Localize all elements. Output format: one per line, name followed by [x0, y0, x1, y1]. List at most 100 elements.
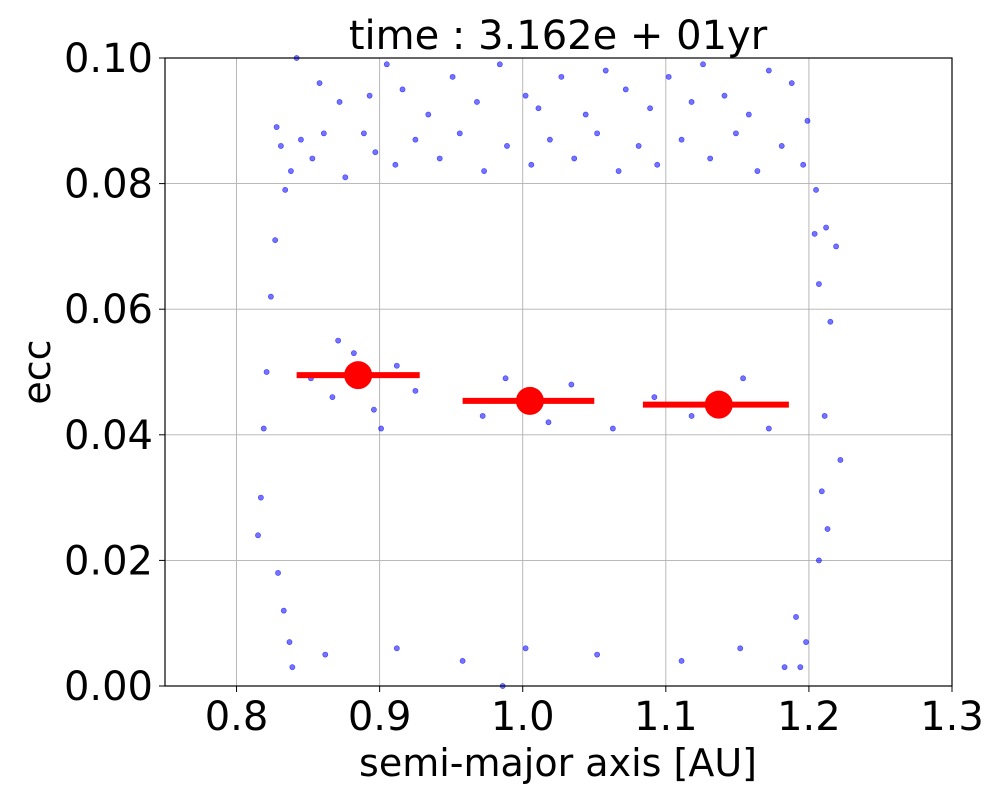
scatter-point	[335, 337, 342, 344]
scatter-point	[366, 92, 373, 99]
scatter-point	[545, 419, 552, 426]
scatter-point	[765, 425, 772, 432]
scatter-point	[504, 143, 510, 149]
scatter-point	[765, 67, 772, 74]
mean-markers	[296, 361, 789, 419]
scatter-point	[740, 375, 746, 382]
scatter-point	[824, 526, 831, 532]
scatter-point	[479, 413, 486, 419]
plot-frame	[164, 57, 953, 687]
scatter-point	[793, 614, 799, 620]
axis-ticks	[159, 57, 953, 692]
scatter-point	[257, 494, 264, 501]
scatter-point	[298, 136, 304, 143]
scatter-point	[823, 224, 829, 231]
scatter-point	[412, 387, 419, 394]
scatter-point	[459, 657, 466, 664]
scatter-point	[803, 639, 809, 645]
scatter-points	[255, 55, 844, 689]
scatter-point	[816, 281, 822, 287]
scatter-point	[372, 149, 379, 156]
scatter-point	[582, 111, 589, 118]
scatter-point	[813, 186, 819, 193]
scatter-point	[393, 645, 400, 652]
scatter-point	[371, 406, 377, 413]
y-tick-label: 0.04	[64, 413, 153, 459]
y-tick-labels: 0.00 0.02 0.04 0.06 0.08 0.10	[64, 36, 153, 710]
scatter-point	[827, 318, 834, 325]
scatter-point	[316, 80, 323, 87]
scatter-point	[594, 651, 601, 658]
scatter-point	[568, 381, 575, 388]
x-tick-label: 0.8	[205, 694, 269, 740]
scatter-point	[678, 657, 685, 664]
scatter-point	[688, 413, 695, 419]
scatter-point	[754, 168, 761, 174]
chart-title: time : 3.162e + 01yr	[349, 13, 768, 59]
scatter-point	[781, 664, 788, 671]
y-tick-label: 0.08	[64, 162, 153, 208]
scatter-point	[496, 61, 503, 68]
scatter-point	[654, 161, 661, 168]
scatter-point	[635, 143, 642, 149]
scatter-point	[383, 61, 390, 68]
mean-marker	[704, 390, 733, 419]
scatter-point	[700, 61, 706, 68]
scatter-point	[528, 161, 535, 168]
scatter-point	[275, 570, 281, 576]
x-axis-label: semi-major axis [AU]	[359, 741, 757, 785]
scatter-point	[502, 375, 509, 382]
scatter-point	[547, 136, 553, 143]
scatter-point	[277, 143, 284, 149]
y-axis-label: ecc	[15, 339, 59, 404]
scatter-point	[399, 86, 406, 93]
y-tick-label: 0.00	[64, 664, 153, 710]
scatter-point	[286, 639, 293, 645]
scatter-point	[788, 80, 795, 87]
scatter-point	[392, 161, 399, 168]
scatter-point	[272, 237, 279, 244]
scatter-point	[436, 155, 443, 162]
x-tick-label: 1.2	[777, 694, 841, 740]
y-tick-label: 0.02	[64, 538, 153, 584]
scatter-point	[456, 130, 463, 137]
scatter-point	[535, 105, 542, 112]
scatter-point	[360, 130, 367, 137]
grid-lines	[165, 57, 953, 687]
scatter-point	[665, 73, 672, 80]
scatter-point	[378, 425, 384, 432]
scatter-point	[329, 394, 336, 401]
scatter-point	[651, 394, 658, 401]
scatter-point	[481, 168, 487, 174]
scatter-point	[309, 155, 316, 162]
scatter-point	[412, 136, 419, 143]
scatter-point	[263, 369, 270, 375]
scatter-point	[811, 230, 818, 237]
scatter-point	[594, 130, 601, 137]
scatter-point	[522, 92, 529, 99]
scatter-point	[474, 99, 480, 105]
scatter-point	[821, 413, 828, 419]
x-tick-label: 0.9	[348, 694, 412, 740]
scatter-point	[350, 350, 357, 357]
scatter-point	[425, 111, 432, 118]
scatter-point	[833, 243, 839, 250]
scatter-point	[707, 155, 714, 162]
scatter-point	[571, 155, 578, 162]
scatter-point	[282, 186, 289, 193]
scatter-point	[602, 67, 609, 74]
scatter-point	[280, 607, 287, 614]
scatter-point	[797, 664, 804, 671]
scatter-point	[804, 117, 811, 124]
scatter-point	[273, 124, 280, 130]
scatter-point	[289, 664, 296, 671]
x-tick-label: 1.3	[920, 694, 984, 740]
scatter-point	[745, 111, 752, 118]
y-tick-label: 0.10	[64, 36, 153, 82]
scatter-point	[733, 130, 739, 137]
mean-marker	[344, 361, 373, 390]
scatter-point	[737, 645, 744, 652]
x-tick-label: 1.0	[491, 694, 555, 740]
scatter-point	[837, 457, 844, 463]
scatter-point	[288, 168, 294, 174]
